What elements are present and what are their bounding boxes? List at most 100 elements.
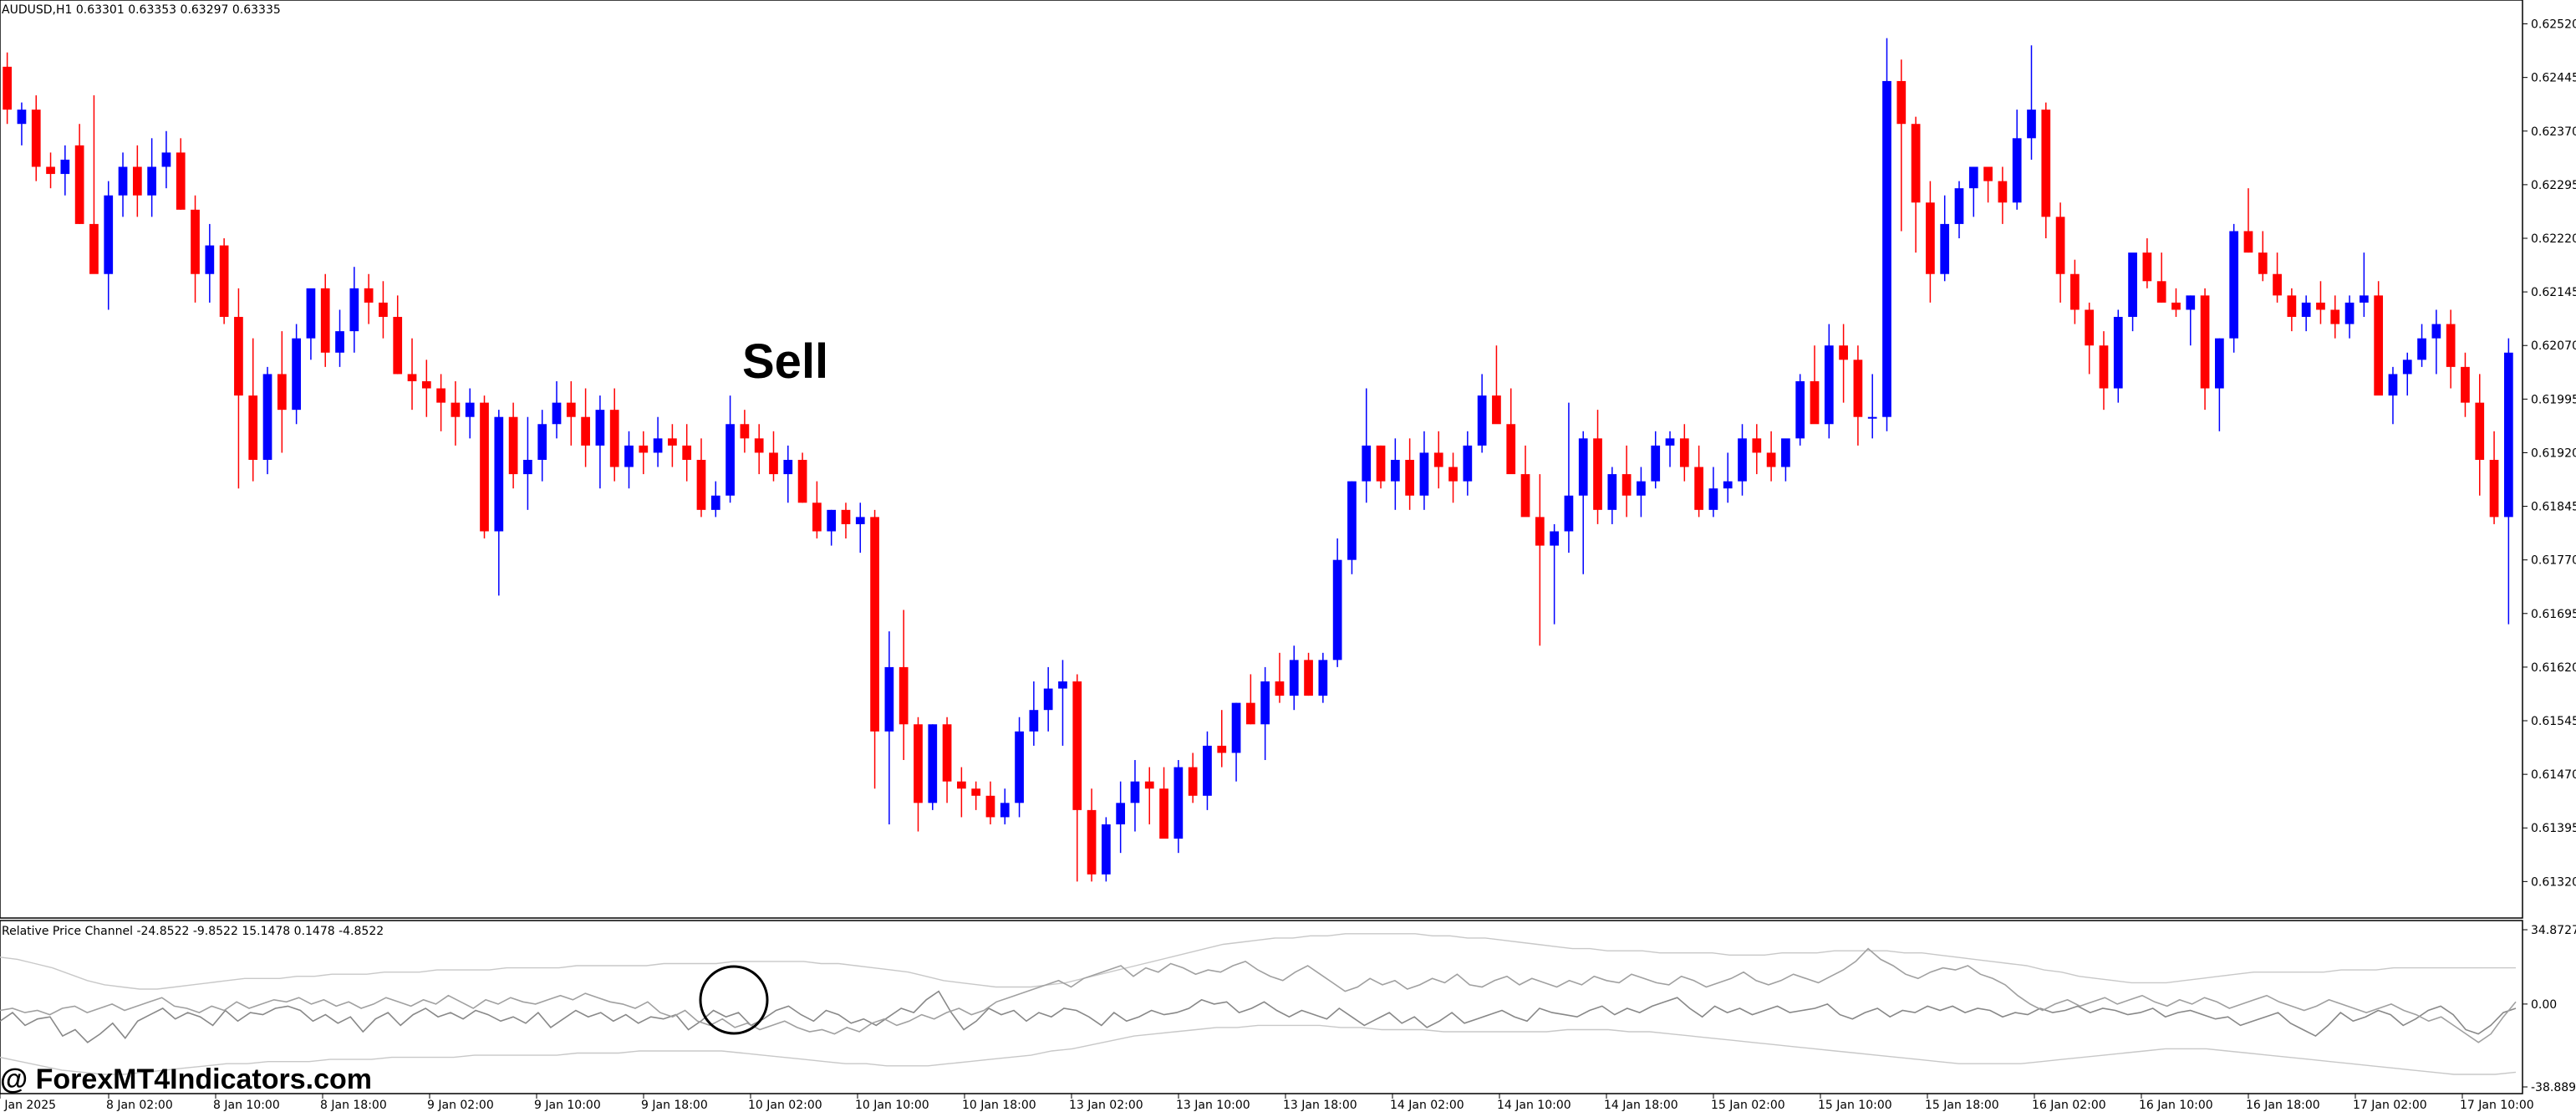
price-tick-label: 0.61395 (2531, 822, 2576, 835)
candle-body (320, 288, 330, 353)
candle-body (1896, 80, 1907, 125)
candle-body (1578, 438, 1588, 496)
price-tick-label: 0.61620 (2531, 661, 2576, 675)
candle-body (17, 110, 27, 125)
candle-body (928, 724, 938, 803)
candle-body (1448, 467, 1458, 482)
candle-body (971, 788, 981, 796)
candle-body (2186, 295, 2196, 310)
candle-body (1101, 824, 1111, 875)
candle-body (523, 460, 532, 475)
candle-body (494, 416, 504, 532)
indicator-bands (0, 933, 2517, 1075)
candle-body (1621, 474, 1632, 496)
candle-body (1607, 474, 1617, 510)
candle-body (2446, 324, 2456, 367)
time-tick-label: 17 Jan 10:00 (2460, 1099, 2534, 1112)
time-tick-label: 15 Jan 18:00 (1925, 1099, 1999, 1112)
candle-body (841, 509, 851, 524)
candle-body (292, 338, 301, 411)
candle-body (1535, 517, 1545, 546)
candle-body (1029, 710, 1039, 732)
candle-body (2055, 217, 2065, 274)
candle-body (465, 402, 475, 417)
candle-body (2027, 110, 2036, 139)
candle-body (682, 445, 692, 460)
candle-body (349, 288, 359, 332)
channel-band-line (0, 1024, 2517, 1075)
candle-body (2359, 295, 2369, 303)
candle-body (1492, 395, 1501, 425)
candle-body (2273, 273, 2282, 296)
candle-body (1318, 660, 1328, 696)
price-tick-label: 0.62145 (2531, 286, 2576, 299)
candle-body (1679, 438, 1689, 467)
channel-band-line (0, 933, 2516, 990)
time-tick-label: 15 Jan 10:00 (1818, 1099, 1892, 1112)
candle-body (1245, 702, 1255, 725)
candle-body (609, 410, 619, 467)
time-tick-label: 16 Jan 18:00 (2246, 1099, 2320, 1112)
candle-body (899, 666, 909, 725)
candle-body (2344, 302, 2355, 324)
candle-body (1347, 481, 1357, 560)
candle-body (1781, 438, 1790, 467)
candle-body (2461, 366, 2470, 403)
candle-body (1983, 166, 1993, 181)
time-tick-label: 13 Jan 10:00 (1176, 1099, 1250, 1112)
candle-body (2287, 295, 2297, 318)
candle-body (2475, 402, 2485, 460)
candle-body (566, 402, 576, 417)
indicator-series-line (0, 990, 2517, 1043)
main-panel-frame (0, 0, 2523, 919)
candle-body (1926, 202, 1935, 274)
candle-body (855, 517, 865, 524)
time-tick-label: 10 Jan 10:00 (855, 1099, 929, 1112)
time-tick-label: 13 Jan 18:00 (1283, 1099, 1357, 1112)
candle-body (1159, 788, 1168, 839)
price-axis: 0.62520 0.62445 0.62370 0.62295 0.62220 0.621… (2523, 18, 2576, 889)
price-tick-label: 0.62220 (2531, 232, 2576, 246)
candle-body (262, 374, 272, 460)
candle-body (89, 223, 99, 274)
time-tick-label: 8 Jan 10:00 (213, 1099, 280, 1112)
candle-body (407, 374, 417, 381)
indicator-lines (0, 947, 2517, 1043)
candle-body (2489, 460, 2499, 518)
price-tick-label: 0.62070 (2531, 339, 2576, 353)
candle-body (653, 438, 663, 453)
candle-body (2200, 295, 2210, 389)
candle-body (1810, 380, 1820, 425)
candle-body (104, 195, 114, 274)
candles-layer (3, 38, 2513, 882)
candle-body (769, 452, 778, 475)
candle-body (364, 288, 374, 303)
candle-body (2388, 374, 2398, 396)
candle-body (797, 460, 807, 503)
candle-body (1911, 124, 1921, 203)
candle-body (508, 416, 518, 475)
time-tick-label: 9 Jan 10:00 (534, 1099, 601, 1112)
candle-body (2156, 281, 2166, 303)
candle-body (234, 317, 243, 396)
candle-body (740, 424, 750, 439)
indicator-title: Relative Price Channel -24.8522 -9.8522 … (2, 925, 384, 938)
candle-body (1433, 452, 1443, 467)
candle-body (985, 795, 995, 818)
candle-body (1260, 681, 1270, 725)
indicator-panel-frame (0, 920, 2523, 1094)
candle-body (884, 666, 894, 732)
candle-body (1130, 781, 1140, 803)
watermark: @ ForexMT4Indicators.com (0, 1064, 372, 1095)
candle-body (248, 395, 258, 460)
candle-body (581, 416, 590, 446)
candle-body (306, 288, 316, 339)
candle-body (1058, 681, 1067, 689)
candle-body (1637, 481, 1646, 496)
time-tick-label: 10 Jan 02:00 (748, 1099, 822, 1112)
candle-body (783, 460, 793, 475)
candle-body (1043, 688, 1053, 711)
candle-body (2229, 231, 2239, 339)
candle-body (1651, 445, 1661, 482)
